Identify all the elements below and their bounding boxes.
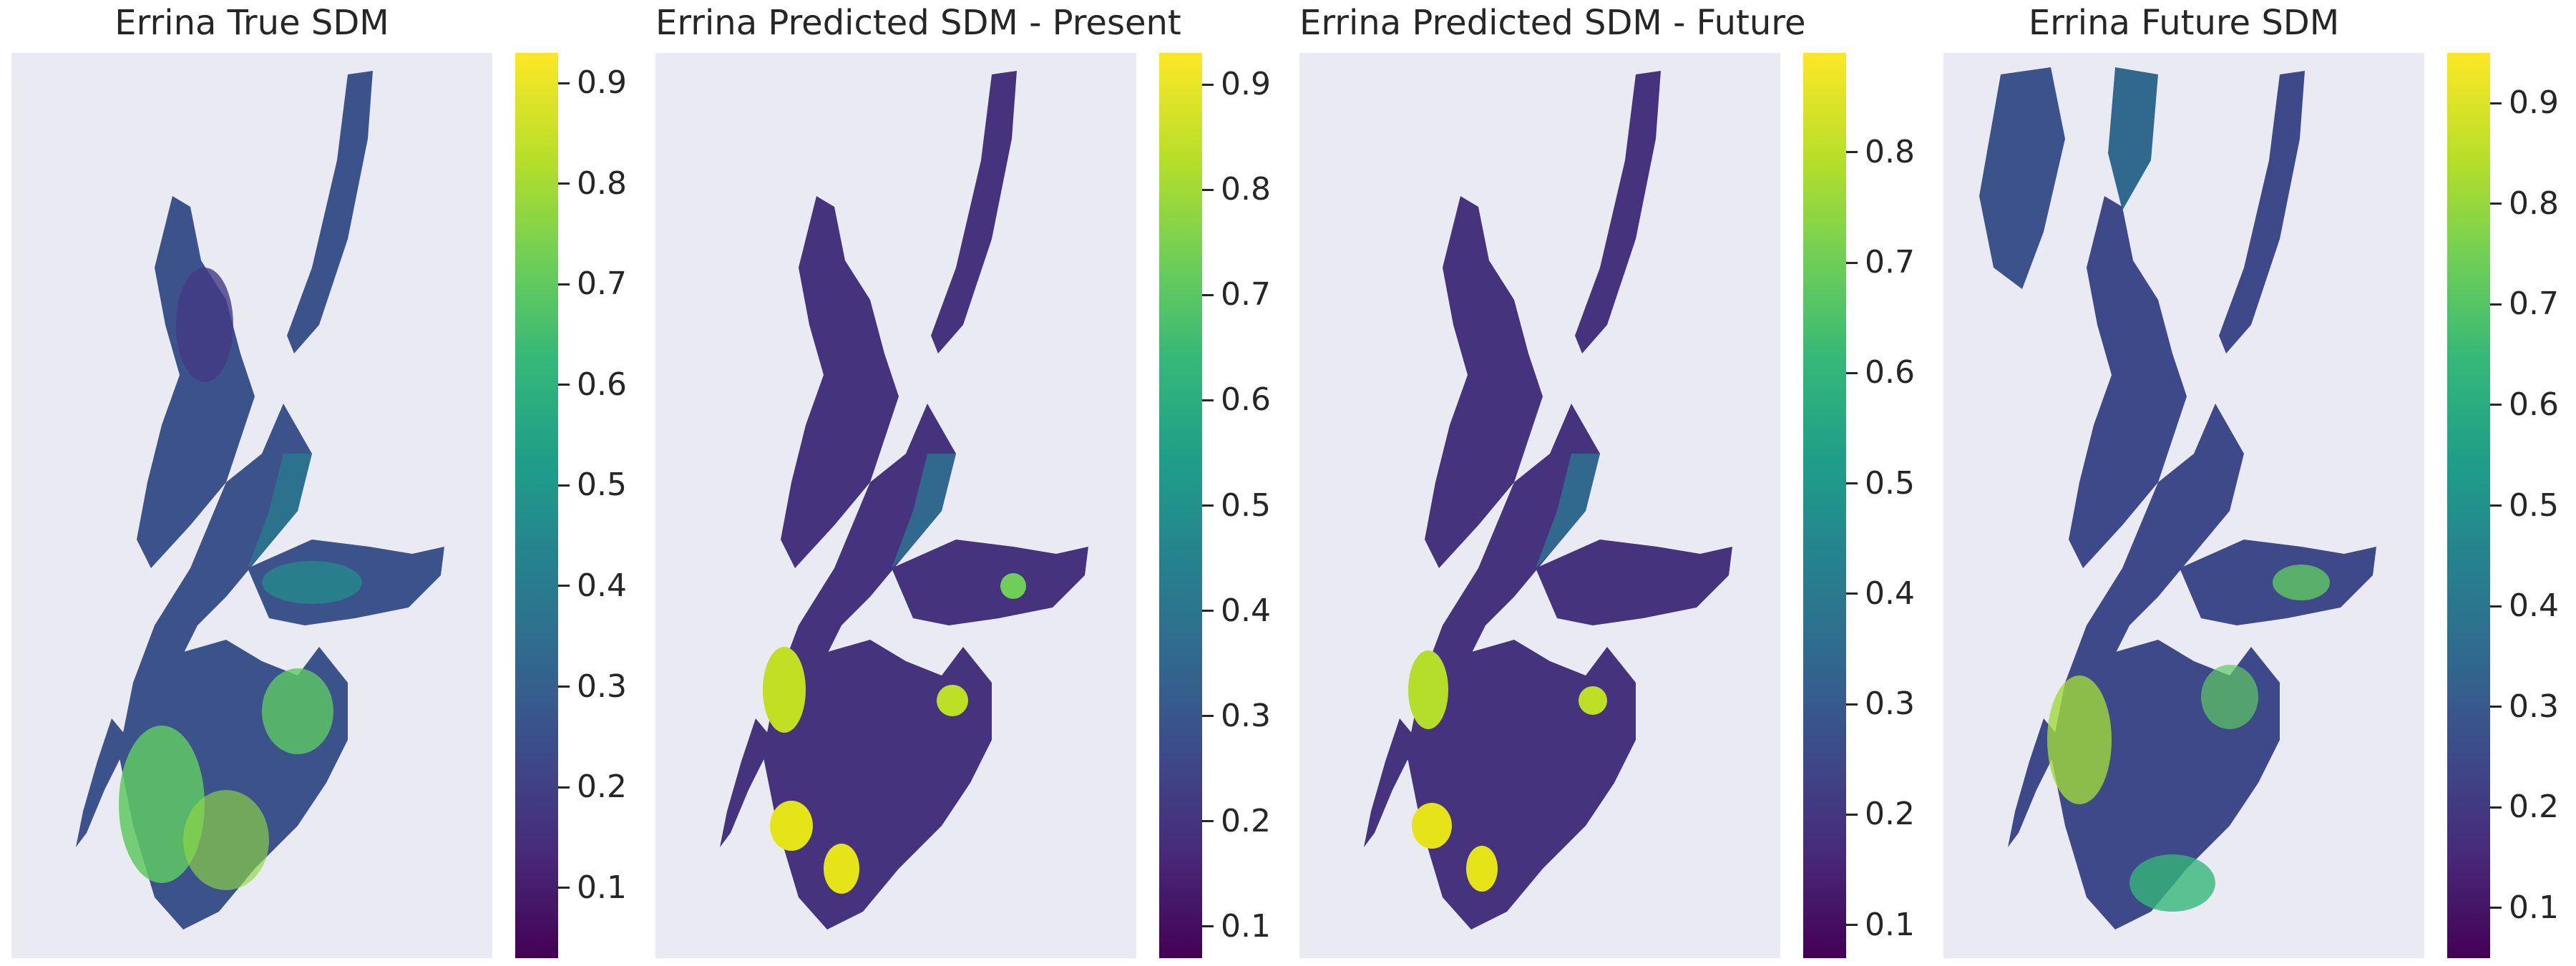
colorbar-tick <box>1202 610 1214 613</box>
colorbar-tick-label: 0.6 <box>1221 381 1271 419</box>
colorbar-tick <box>1202 83 1214 86</box>
panel-1-colorbar-gradient <box>515 53 558 958</box>
panel-3-map <box>1299 53 1780 958</box>
colorbar-tick <box>1846 371 1858 374</box>
colorbar-tick-label: 0.4 <box>1221 592 1271 629</box>
colorbar-tick <box>558 686 570 688</box>
colorbar-tick <box>1846 813 1858 816</box>
colorbar-tick <box>558 283 570 286</box>
colorbar-tick-label: 0.7 <box>2509 286 2559 323</box>
colorbar-tick-label: 0.3 <box>1221 697 1271 734</box>
colorbar-tick-label: 0.4 <box>2509 587 2559 625</box>
colorbar-tick <box>1846 482 1858 485</box>
colorbar-tick-label: 0.3 <box>2509 688 2559 725</box>
colorbar-tick <box>1202 188 1214 191</box>
colorbar-tick <box>558 82 570 84</box>
panel-4-map <box>1943 53 2424 958</box>
panel-3-colorbar <box>1803 53 1846 958</box>
panel-4-title: Errina Future SDM <box>2028 3 2340 43</box>
colorbar-tick-label: 0.4 <box>577 567 627 604</box>
panel-1-map <box>11 53 492 958</box>
panel-2-heatmap <box>720 71 1088 930</box>
colorbar-tick-label: 0.5 <box>577 467 627 504</box>
colorbar-tick-label: 0.1 <box>1865 906 1915 943</box>
colorbar-tick-label: 0.6 <box>2509 386 2559 423</box>
colorbar-tick-label: 0.2 <box>577 769 627 806</box>
colorbar-tick <box>1202 925 1214 928</box>
colorbar-tick-label: 0.7 <box>577 265 627 303</box>
colorbar-tick-label: 0.2 <box>1865 796 1915 833</box>
colorbar-tick-label: 0.5 <box>1865 464 1915 502</box>
colorbar-tick <box>558 182 570 185</box>
colorbar-tick-label: 0.1 <box>577 869 627 906</box>
panel-3-colorbar-ticks: 0.1 0.2 0.3 0.4 0.5 0.6 0.7 0.8 <box>1846 53 1915 958</box>
colorbar-tick-label: 0.6 <box>577 366 627 403</box>
panel-3-title: Errina Predicted SDM - Future <box>1299 3 1806 43</box>
panel-3-colorbar-gradient <box>1803 53 1846 958</box>
colorbar-tick <box>2490 806 2502 809</box>
colorbar-tick-label: 0.3 <box>577 668 627 705</box>
colorbar-tick <box>1846 151 1858 154</box>
colorbar-tick-label: 0.5 <box>2509 487 2559 524</box>
colorbar-tick <box>558 384 570 386</box>
colorbar-tick <box>2490 605 2502 608</box>
colorbar-tick <box>558 484 570 487</box>
panel-1-colorbar <box>515 53 558 958</box>
colorbar-tick-label: 0.8 <box>1865 133 1915 170</box>
colorbar-tick <box>1202 293 1214 296</box>
panel-1-title: Errina True SDM <box>114 3 389 43</box>
panel-2-colorbar <box>1159 53 1202 958</box>
colorbar-tick <box>1846 703 1858 706</box>
colorbar-tick <box>558 585 570 587</box>
colorbar-tick-label: 0.2 <box>2509 789 2559 826</box>
colorbar-tick-label: 0.9 <box>577 64 627 102</box>
colorbar-tick-label: 0.5 <box>1221 487 1271 524</box>
colorbar-tick-label: 0.8 <box>577 165 627 202</box>
colorbar-tick <box>1846 261 1858 264</box>
colorbar-tick <box>1202 820 1214 823</box>
colorbar-tick <box>2490 706 2502 708</box>
colorbar-tick-label: 0.9 <box>1221 66 1271 103</box>
colorbar-tick <box>1202 504 1214 507</box>
colorbar-tick <box>1202 715 1214 718</box>
panel-4-colorbar-ticks: 0.1 0.2 0.3 0.4 0.5 0.6 0.7 0.8 0.9 <box>2490 53 2569 958</box>
colorbar-tick <box>2490 504 2502 507</box>
panel-2-colorbar-ticks: 0.1 0.2 0.3 0.4 0.5 0.6 0.7 0.8 0.9 <box>1202 53 1271 958</box>
panel-1-heatmap <box>76 71 444 930</box>
colorbar-tick-label: 0.2 <box>1221 802 1271 839</box>
colorbar-tick-label: 0.4 <box>1865 575 1915 612</box>
colorbar-tick <box>558 887 570 889</box>
colorbar-tick <box>2490 303 2502 306</box>
colorbar-tick <box>1846 924 1858 927</box>
colorbar-tick <box>2490 404 2502 406</box>
colorbar-tick <box>1846 592 1858 595</box>
colorbar-tick-label: 0.1 <box>1221 907 1271 945</box>
colorbar-tick <box>558 786 570 789</box>
panel-2-title: Errina Predicted SDM - Present <box>655 3 1181 43</box>
colorbar-tick-label: 0.1 <box>2509 889 2559 926</box>
colorbar-tick <box>1202 399 1214 401</box>
colorbar-tick <box>2490 102 2502 104</box>
colorbar-tick-label: 0.7 <box>1221 276 1271 313</box>
colorbar-tick-label: 0.6 <box>1865 354 1915 391</box>
colorbar-tick-label: 0.3 <box>1865 686 1915 723</box>
colorbar-tick <box>2490 203 2502 205</box>
panel-4-heatmap <box>1979 67 2376 930</box>
panel-1-colorbar-ticks: 0.1 0.2 0.3 0.4 0.5 0.6 0.7 0.8 0.9 <box>558 53 627 958</box>
colorbar-tick-label: 0.8 <box>1221 171 1271 208</box>
panel-3-heatmap <box>1364 71 1732 930</box>
colorbar-tick-label: 0.7 <box>1865 244 1915 281</box>
colorbar-tick-label: 0.8 <box>2509 185 2559 222</box>
colorbar-tick-label: 0.9 <box>2509 84 2559 122</box>
panel-2-colorbar-gradient <box>1159 53 1202 958</box>
panel-4-colorbar-gradient <box>2447 53 2490 958</box>
colorbar-tick <box>2490 907 2502 909</box>
panel-4-colorbar <box>2447 53 2490 958</box>
panel-2-map <box>655 53 1136 958</box>
